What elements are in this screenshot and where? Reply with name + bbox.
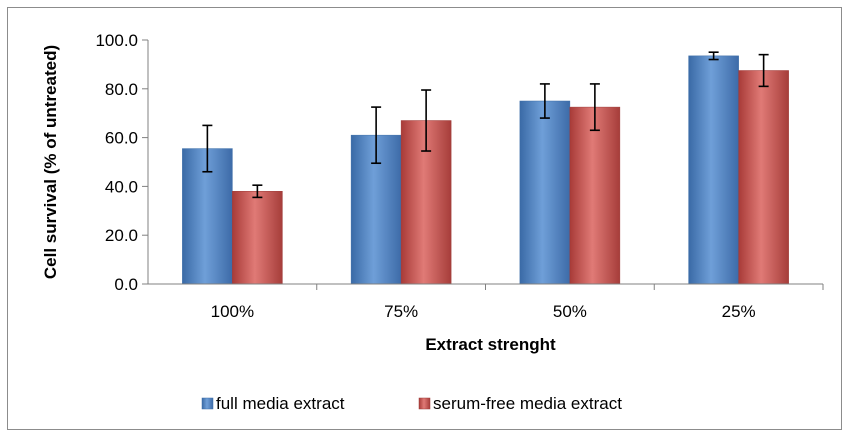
x-axis-title: Extract strenght [425, 335, 556, 354]
x-axis-ticks: 100% 75% 50% 25% [211, 284, 824, 321]
x-tick-label: 75% [384, 302, 418, 321]
bar-chart: 0.0 20.0 40.0 60.0 80.0 100.0 100% 75% 50% 25% C… [41, 31, 824, 413]
y-tick-label: 20.0 [105, 226, 138, 245]
y-tick-label: 100.0 [95, 31, 138, 50]
legend: full media extract serum-free media extra… [201, 394, 622, 413]
bar-serum-free-2 [569, 106, 621, 285]
legend-label-serum-free: serum-free media extract [433, 394, 622, 413]
bar-serum-free-3 [738, 70, 789, 285]
chart-frame: 0.0 20.0 40.0 60.0 80.0 100.0 100% 75% 50% 25% C… [7, 7, 842, 430]
bar-series-group [182, 55, 789, 285]
error-bar-group [202, 51, 769, 199]
y-axis-ticks: 0.0 20.0 40.0 60.0 80.0 100.0 [95, 31, 148, 294]
bar-full-media-3 [688, 55, 739, 285]
y-tick-label: 0.0 [114, 275, 138, 294]
y-tick-label: 60.0 [105, 129, 138, 148]
x-tick-label: 25% [722, 302, 756, 321]
y-tick-label: 80.0 [105, 80, 138, 99]
bar-full-media-2 [519, 100, 571, 285]
y-axis-title: Cell survival (% of untreated) [41, 45, 60, 279]
x-tick-label: 50% [553, 302, 587, 321]
legend-swatch-full-media [201, 397, 214, 410]
legend-label-full-media: full media extract [216, 394, 345, 413]
x-tick-label: 100% [211, 302, 254, 321]
bar-serum-free-0 [232, 191, 283, 285]
legend-swatch-serum-free [418, 397, 431, 410]
y-tick-label: 40.0 [105, 177, 138, 196]
